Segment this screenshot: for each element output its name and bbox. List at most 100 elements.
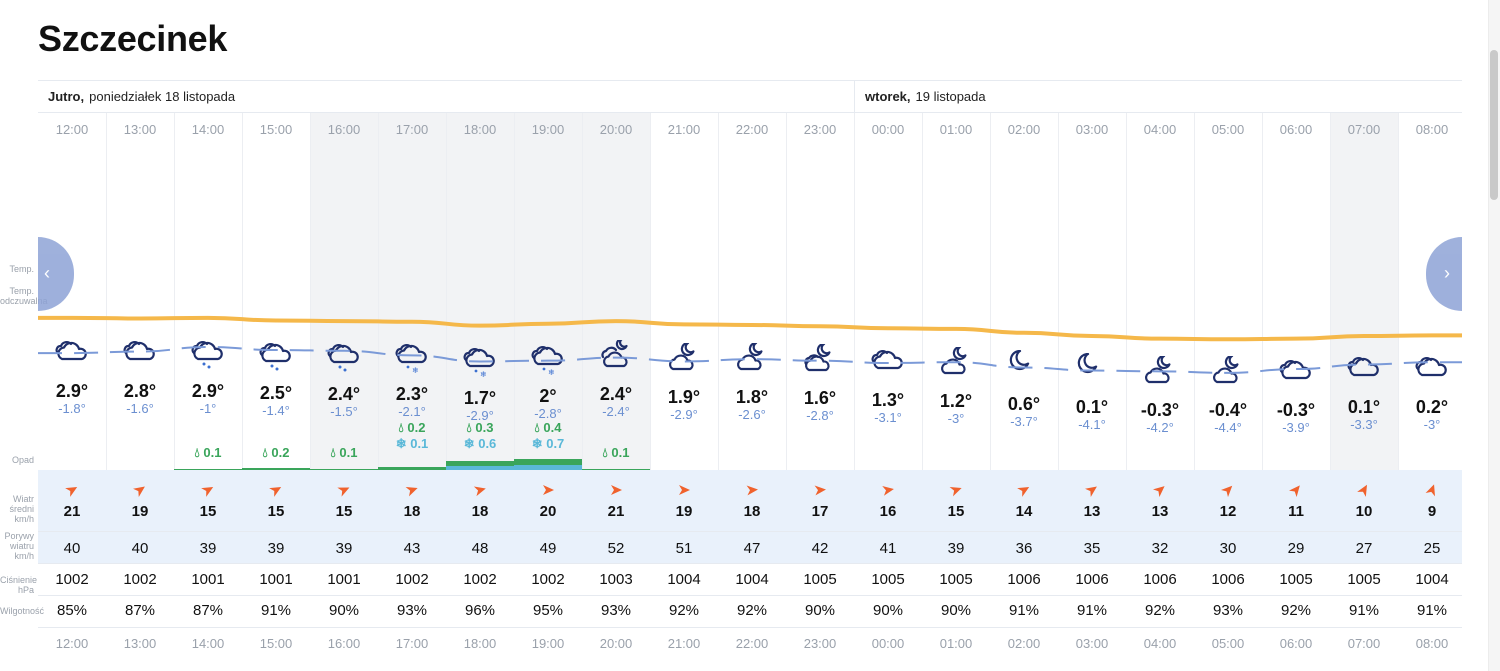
wind-speed: 13 — [1083, 503, 1101, 520]
pressure-value: 1002 — [395, 571, 429, 588]
cloudy-icon — [1346, 353, 1382, 387]
feels-like-value: -1.4° — [262, 403, 290, 418]
hour-label: 12:00 — [55, 636, 89, 651]
column-separator — [310, 113, 311, 470]
hour-label: 06:00 — [1279, 636, 1313, 651]
snow-value: 0.1 — [410, 436, 429, 451]
rain-icon — [258, 339, 294, 373]
feels-like-value: -3.3° — [1350, 417, 1378, 433]
temperature-value: 1.9° — [667, 386, 701, 407]
hour-column: 08:00 0.2° -3° — [1398, 113, 1462, 470]
rain-value: 0.2 — [271, 445, 290, 460]
wind-speed: 21 — [607, 503, 625, 520]
moon-icon — [1006, 350, 1042, 384]
cloudy-icon — [54, 337, 90, 371]
wind-speed: 15 — [335, 503, 353, 520]
rain-drop-icon: 💧︎ 0.2 — [262, 445, 290, 460]
hour-label: 13:00 — [123, 122, 157, 137]
wind-gust: 27 — [1355, 540, 1373, 557]
hour-label: 02:00 — [1007, 636, 1041, 651]
precipitation-amount: 💧︎ 0.2 ❄ 0.1 — [378, 420, 446, 452]
rain-drop-icon: 💧︎ 0.2 — [398, 420, 426, 435]
shaded-hours-evening — [310, 113, 650, 470]
hour-column: 13:00 2.8° -1.6° — [106, 113, 174, 470]
temperature-value: 1.7° — [463, 387, 497, 408]
temperature-value: 0.6° — [1007, 394, 1041, 415]
column-separator — [106, 113, 107, 470]
pressure-value: 1006 — [1211, 571, 1245, 588]
wind-direction-arrow-icon — [405, 483, 419, 497]
feels-label: Temp. odczuwalna — [0, 286, 48, 306]
humidity-value: 92% — [736, 602, 768, 619]
precipitation-bar — [242, 468, 310, 470]
humidity-value: 90% — [328, 602, 360, 619]
feels-like-value: -3° — [947, 410, 965, 426]
gust-row — [38, 532, 1462, 564]
humidity-value: 91% — [1076, 602, 1108, 619]
day-header-1: Jutro, poniedziałek 18 listopada — [38, 81, 854, 113]
hour-label: 16:00 — [327, 636, 361, 651]
wind-direction-arrow-icon — [677, 483, 691, 497]
precipitation-amount: 💧︎ 0.1 — [310, 445, 378, 461]
wind-speed: 13 — [1151, 503, 1169, 520]
wind-direction-arrow-icon — [1220, 483, 1235, 498]
wind-speed: 12 — [1219, 503, 1237, 520]
hour-label: 07:00 — [1347, 636, 1381, 651]
wind-gust: 35 — [1083, 540, 1101, 557]
svg-text:❄: ❄ — [412, 366, 419, 374]
column-separator — [990, 113, 991, 470]
hour-label: 03:00 — [1075, 122, 1109, 137]
feels-like-value: -4.1° — [1078, 417, 1106, 433]
wind-gust: 39 — [947, 540, 965, 557]
hour-label: 21:00 — [667, 636, 701, 651]
wind-speed: 19 — [675, 503, 693, 520]
cloudy-icon — [122, 337, 158, 371]
pressure-value: 1005 — [939, 571, 973, 588]
moon-cloud-icon — [938, 345, 974, 381]
wind-speed: 19 — [131, 503, 149, 520]
pressure-value: 1004 — [1415, 571, 1449, 588]
pressure-value: 1004 — [667, 571, 701, 588]
column-separator — [582, 113, 583, 470]
pressure-value: 1005 — [871, 571, 905, 588]
column-separator — [922, 113, 923, 470]
feels-like-value: -1.6° — [126, 401, 154, 417]
hour-label: 08:00 — [1415, 122, 1449, 137]
temperature-value: 0.1° — [1075, 397, 1109, 418]
column-separator — [786, 113, 787, 470]
hour-label: 19:00 — [531, 636, 565, 651]
hour-label: 20:00 — [599, 122, 633, 137]
hour-label: 02:00 — [1007, 122, 1041, 137]
wind-gust: 52 — [607, 540, 625, 557]
wind-direction-arrow-icon — [949, 483, 963, 497]
hour-label: 05:00 — [1211, 122, 1245, 137]
hour-label: 12:00 — [55, 122, 89, 137]
wind-direction-arrow-icon — [813, 483, 827, 497]
svg-text:❄: ❄ — [480, 370, 487, 378]
feels-like-value: -1° — [199, 400, 217, 416]
hour-column: 21:00 1.9° -2.9° — [650, 113, 718, 470]
wind-direction-arrow-icon — [65, 483, 79, 497]
scrollbar-thumb[interactable] — [1490, 50, 1498, 200]
wind-speed: 18 — [403, 503, 421, 520]
snow-value: 0.7 — [546, 436, 565, 451]
wind-gust: 49 — [539, 540, 557, 557]
hour-label: 04:00 — [1143, 122, 1177, 137]
hour-column: 07:00 0.1° -3.3° — [1330, 113, 1398, 470]
hour-label: 04:00 — [1143, 636, 1177, 651]
wind-speed: 14 — [1015, 503, 1033, 520]
temperature-value: 2.9° — [55, 380, 89, 401]
precip-label: Opad — [11, 455, 34, 465]
wind-label: Wiatr średni km/h — [9, 494, 34, 524]
wind-gust: 40 — [63, 540, 81, 557]
feels-like-value: -2.6° — [738, 407, 766, 423]
moon-cloud-icon — [1142, 354, 1178, 390]
temperature-value: 2.4° — [327, 383, 361, 404]
wind-gust: 41 — [879, 540, 897, 557]
hour-label: 19:00 — [531, 122, 565, 137]
hour-column: 00:00 1.3° -3.1° — [854, 113, 922, 470]
humidity-value: 87% — [124, 602, 156, 619]
precipitation-bar — [514, 459, 582, 470]
hour-label: 20:00 — [599, 636, 633, 651]
hour-label: 13:00 — [123, 636, 157, 651]
